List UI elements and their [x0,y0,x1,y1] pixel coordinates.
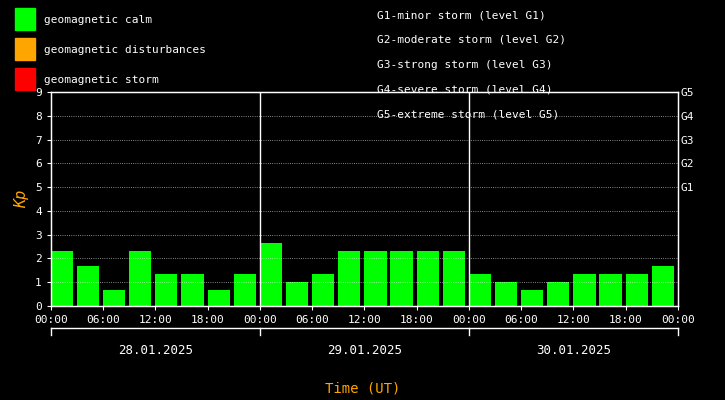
Bar [600,274,622,306]
Bar [129,250,152,306]
Text: geomagnetic calm: geomagnetic calm [44,14,152,24]
Bar [547,282,569,306]
Bar [181,274,204,306]
Text: 29.01.2025: 29.01.2025 [327,344,402,357]
Bar [338,250,360,306]
Text: G3-strong storm (level G3): G3-strong storm (level G3) [377,60,552,70]
Text: geomagnetic storm: geomagnetic storm [44,74,158,85]
Bar [233,274,256,306]
Text: G4-severe storm (level G4): G4-severe storm (level G4) [377,84,552,94]
Bar [391,250,413,306]
Text: Time (UT): Time (UT) [325,382,400,396]
Text: G5-extreme storm (level G5): G5-extreme storm (level G5) [377,109,559,119]
Text: geomagnetic disturbances: geomagnetic disturbances [44,44,205,54]
Bar [652,266,674,306]
Bar [443,250,465,306]
Text: G2-moderate storm (level G2): G2-moderate storm (level G2) [377,35,566,45]
Bar [469,274,491,306]
Bar [103,290,125,306]
Bar [364,250,386,306]
Bar [207,290,230,306]
Bar [286,282,308,306]
Bar [77,266,99,306]
Y-axis label: Kp: Kp [14,190,30,208]
Text: G1-minor storm (level G1): G1-minor storm (level G1) [377,10,546,20]
Bar [260,242,282,306]
Bar [155,274,178,306]
Bar [312,274,334,306]
Bar [51,250,73,306]
Bar [626,274,648,306]
Bar [495,282,517,306]
Bar [573,274,595,306]
Bar [521,290,543,306]
Bar [417,250,439,306]
Text: 30.01.2025: 30.01.2025 [536,344,611,357]
Text: 28.01.2025: 28.01.2025 [117,344,193,357]
